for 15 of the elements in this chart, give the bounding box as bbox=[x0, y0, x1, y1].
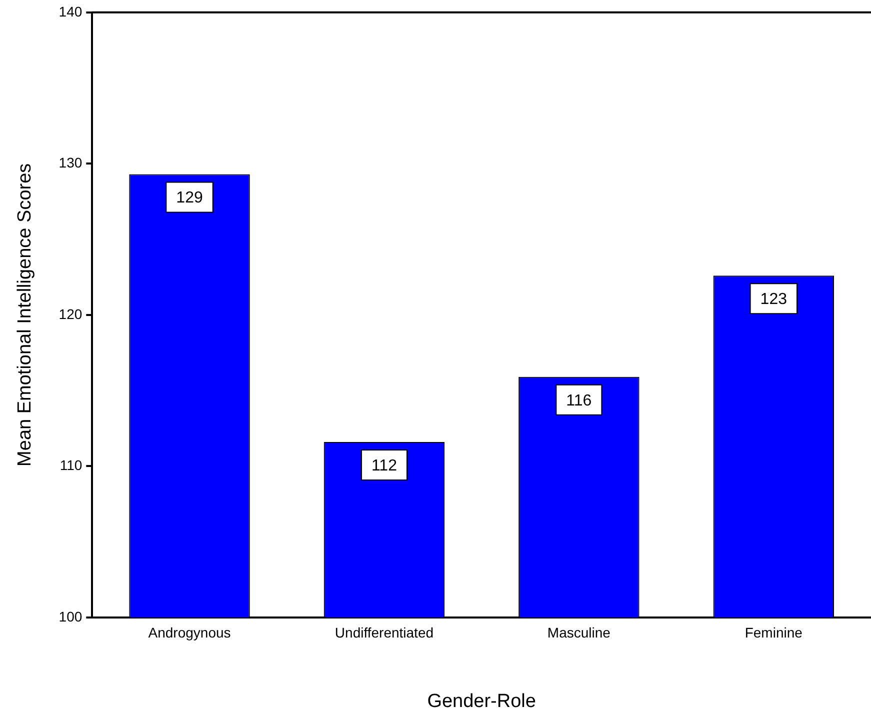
y-axis-title: Mean Emotional Intelligence Scores bbox=[14, 163, 36, 466]
data-label: 123 bbox=[760, 290, 788, 308]
data-label: 116 bbox=[566, 392, 592, 410]
y-tick-label: 120 bbox=[58, 306, 82, 322]
y-tick-label: 110 bbox=[60, 457, 82, 474]
x-tick-label: Androgynous bbox=[148, 624, 231, 641]
y-tick-label: 140 bbox=[58, 3, 82, 20]
data-label: 129 bbox=[176, 190, 203, 207]
x-tick-label: Undifferentiated bbox=[334, 624, 434, 641]
y-tick-label: 130 bbox=[58, 154, 82, 171]
x-axis-title: Gender-Role bbox=[427, 690, 536, 712]
x-tick-label: Feminine bbox=[744, 624, 803, 641]
data-label: 112 bbox=[371, 457, 398, 474]
y-tick-label: 100 bbox=[58, 608, 82, 624]
x-tick-label: Masculine bbox=[547, 624, 611, 641]
